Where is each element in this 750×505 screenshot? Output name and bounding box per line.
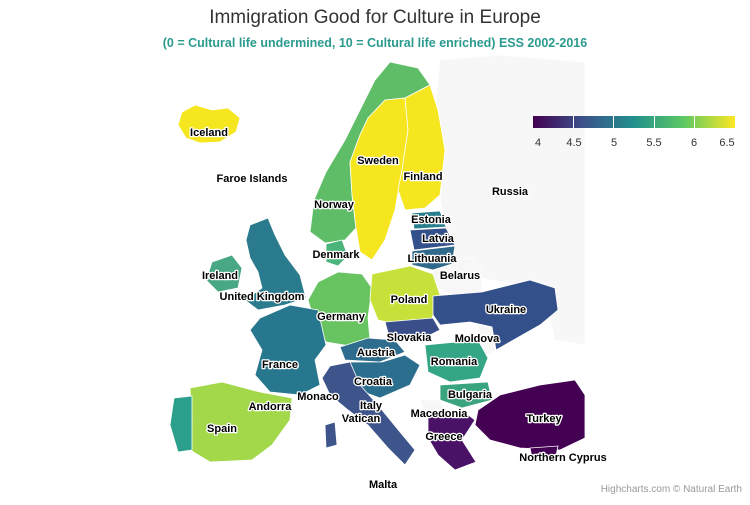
label-austria: Austria: [357, 347, 396, 359]
label-estonia: Estonia: [411, 214, 452, 226]
color-legend: 4 4.5 5 5.5 6 6.5: [533, 116, 735, 152]
country-slovakia[interactable]: [384, 317, 441, 341]
label-russia: Russia: [492, 186, 529, 198]
label-italy: Italy: [360, 400, 383, 412]
label-turkey: Turkey: [526, 413, 562, 425]
country-romania[interactable]: [424, 339, 489, 383]
country-northern-cyprus[interactable]: [529, 445, 559, 459]
label-norway: Norway: [314, 199, 355, 211]
legend-tick: [694, 116, 695, 128]
label-greece: Greece: [425, 431, 462, 443]
country-greece[interactable]: [427, 409, 477, 471]
chart-subtitle: (0 = Cultural life undermined, 10 = Cult…: [162, 36, 588, 50]
label-sweden: Sweden: [357, 155, 399, 167]
label-monaco: Monaco: [297, 391, 339, 403]
legend-tick: [573, 116, 574, 128]
label-united-kingdom: United Kingdom: [220, 291, 305, 303]
label-poland: Poland: [391, 294, 428, 306]
label-romania: Romania: [431, 356, 478, 368]
country-turkey[interactable]: [474, 379, 586, 451]
label-iceland: Iceland: [190, 127, 228, 139]
label-macedonia: Macedonia: [411, 408, 469, 420]
country-austria[interactable]: [339, 337, 406, 363]
label-andorra: Andorra: [249, 401, 293, 413]
country-iceland[interactable]: [177, 104, 241, 144]
country-portugal[interactable]: [169, 395, 193, 453]
country-ukraine[interactable]: [432, 279, 559, 351]
legend-label-4: 4: [534, 137, 542, 149]
country-italy[interactable]: [321, 361, 416, 466]
country-spain[interactable]: [189, 381, 293, 463]
label-belarus: Belarus: [440, 270, 480, 282]
label-vatican: Vatican: [342, 413, 381, 425]
country-lithuania[interactable]: [411, 245, 456, 271]
label-northern-cyprus: Northern Cyprus: [519, 452, 606, 464]
country-uk[interactable]: [244, 217, 307, 311]
label-ireland: Ireland: [202, 270, 238, 282]
legend-tick: [654, 116, 655, 128]
legend-label-4-5: 4.5: [566, 137, 582, 149]
label-malta: Malta: [369, 479, 398, 491]
label-slovakia: Slovakia: [387, 332, 433, 344]
chart-title: Immigration Good for Culture in Europe: [209, 7, 541, 28]
country-bulgaria[interactable]: [439, 381, 493, 409]
country-france[interactable]: [249, 304, 327, 396]
label-moldova: Moldova: [455, 333, 500, 345]
label-ukraine: Ukraine: [486, 304, 526, 316]
legend-label-6: 6: [690, 137, 698, 149]
label-denmark: Denmark: [312, 249, 360, 261]
label-germany: Germany: [317, 311, 366, 323]
label-lithuania: Lithuania: [408, 253, 458, 265]
legend-label-6-5: 6.5: [719, 137, 735, 149]
country-denmark[interactable]: [325, 239, 349, 267]
label-croatia: Croatia: [354, 376, 393, 388]
legend-label-5: 5: [610, 137, 618, 149]
country-estonia[interactable]: [411, 210, 447, 230]
country-latvia[interactable]: [409, 227, 456, 251]
label-faroe-islands: Faroe Islands: [217, 173, 288, 185]
legend-color-bar: [533, 116, 735, 128]
label-finland: Finland: [403, 171, 442, 183]
label-france: France: [262, 359, 298, 371]
credits-link[interactable]: Highcharts.com © Natural Earth: [600, 484, 742, 495]
legend-label-5-5: 5.5: [646, 137, 662, 149]
country-finland[interactable]: [397, 84, 446, 211]
legend-tick: [613, 116, 614, 128]
label-bulgaria: Bulgaria: [448, 389, 493, 401]
label-latvia: Latvia: [422, 233, 455, 245]
country-italy-sardinia[interactable]: [324, 421, 338, 449]
label-spain: Spain: [207, 423, 237, 435]
country-ireland[interactable]: [205, 254, 243, 293]
